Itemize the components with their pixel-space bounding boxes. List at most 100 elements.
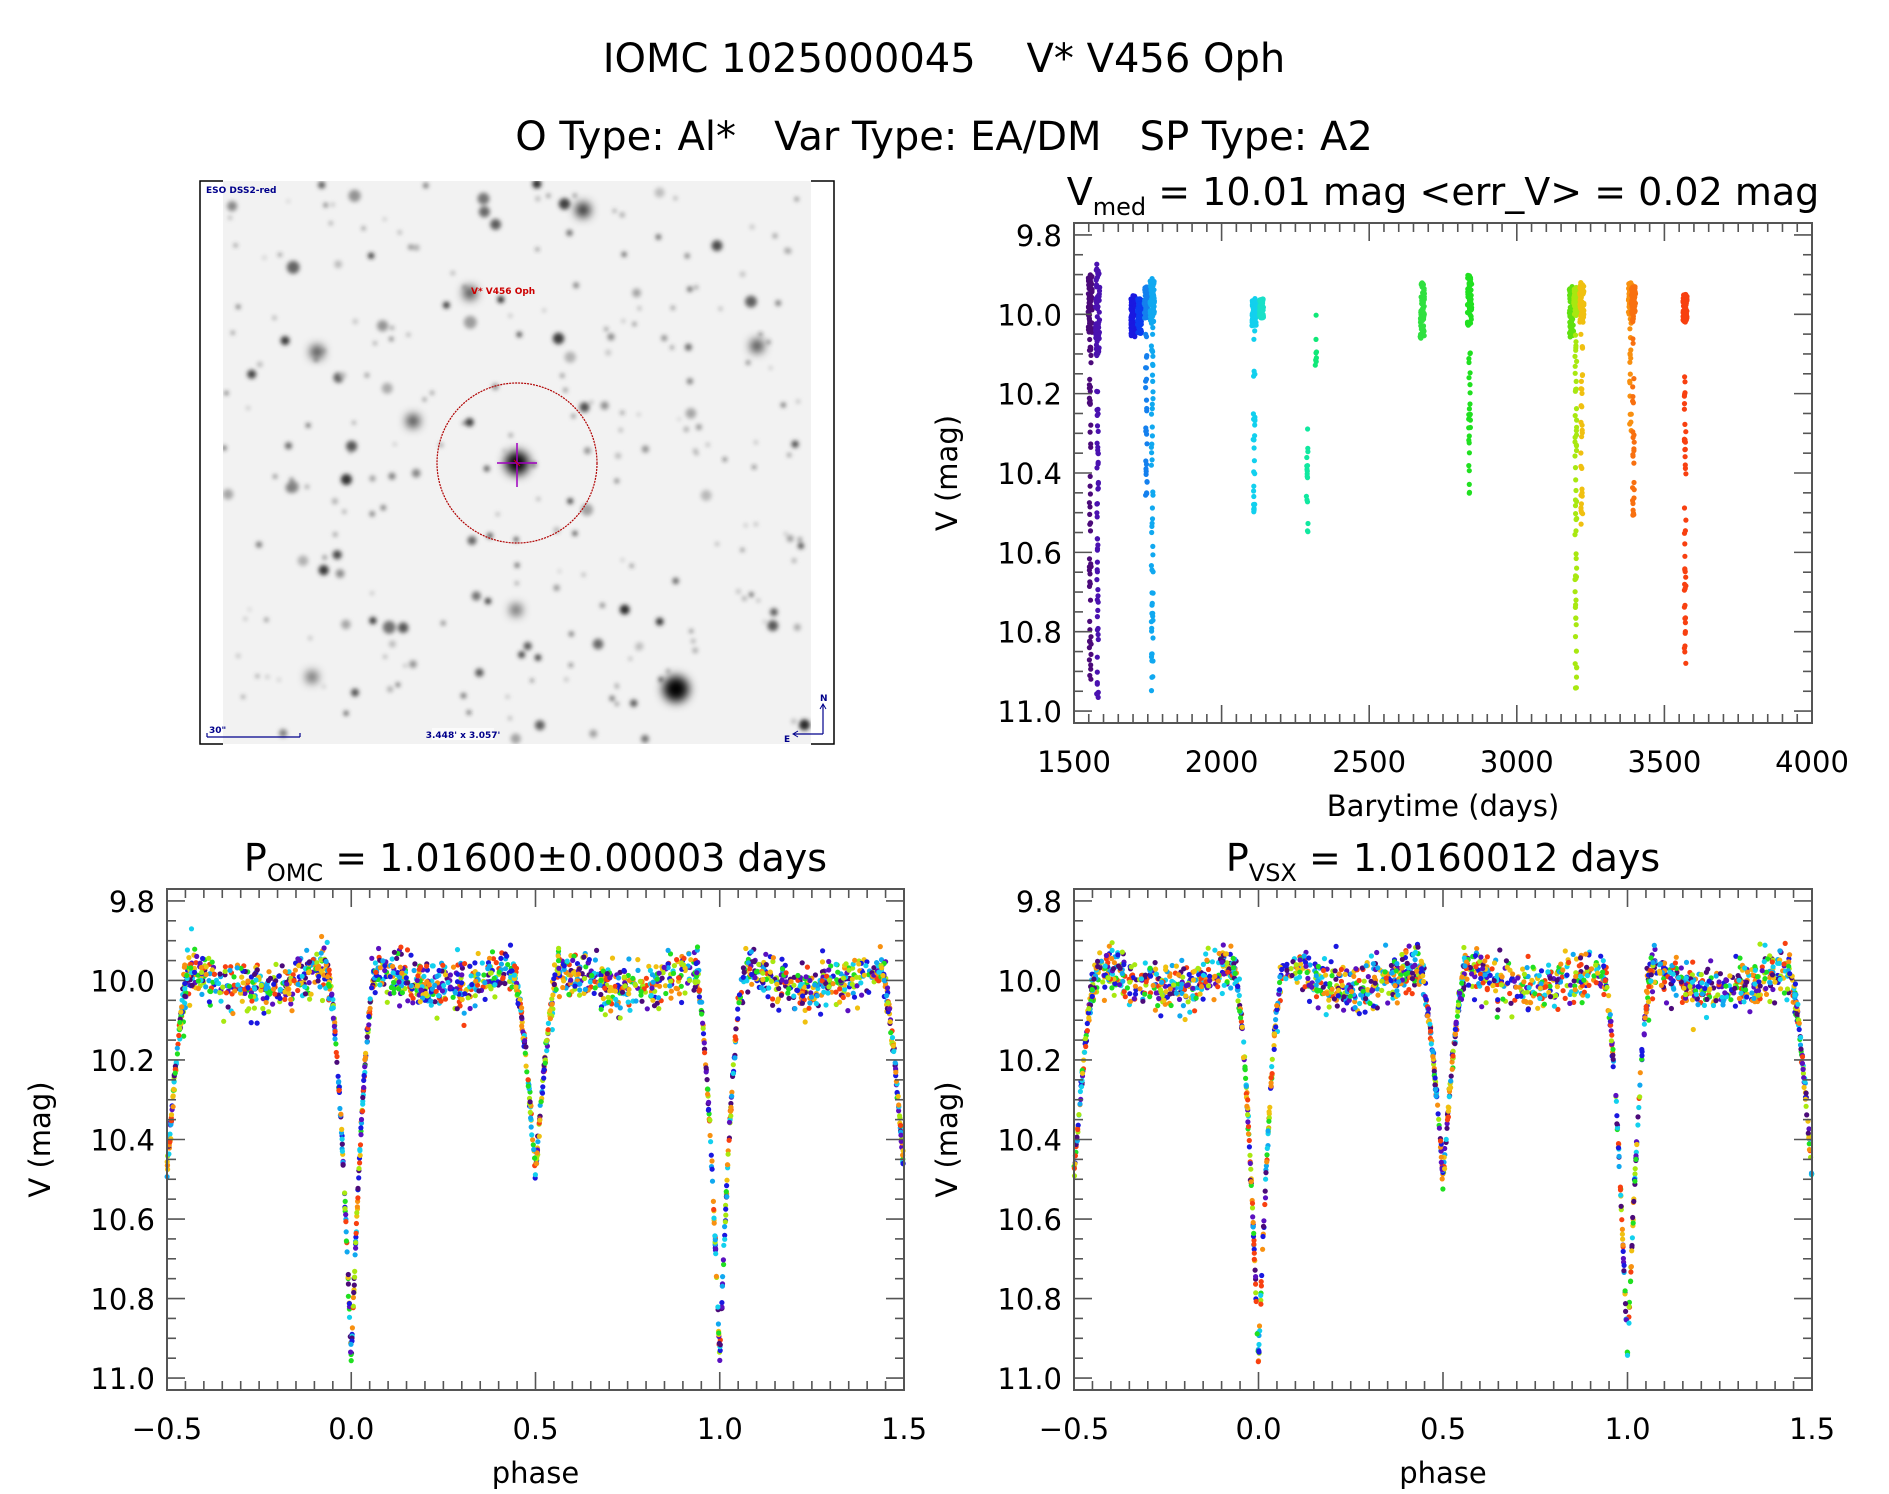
data-point: [1094, 335, 1100, 341]
data-point: [1326, 997, 1332, 1003]
data-point: [318, 950, 324, 956]
data-point: [373, 969, 379, 975]
star: [775, 300, 781, 306]
data-point: [760, 970, 766, 976]
data-point: [207, 988, 213, 994]
star: [277, 678, 281, 682]
data-point: [1095, 607, 1101, 614]
data-point: [1151, 308, 1157, 315]
data-point: [1251, 318, 1257, 324]
star: [791, 718, 797, 724]
data-point: [732, 1055, 738, 1061]
data-point: [462, 961, 468, 967]
data-point: [786, 995, 792, 1002]
data-point: [482, 996, 488, 1003]
data-point: [184, 972, 190, 979]
data-point: [1177, 1013, 1183, 1019]
data-point: [416, 966, 422, 972]
data-point: [351, 1282, 357, 1288]
data-point: [711, 1215, 717, 1221]
data-point: [735, 1006, 741, 1012]
star: [654, 187, 665, 198]
data-point: [436, 993, 442, 999]
title-symbol: P: [244, 836, 267, 880]
data-point: [826, 984, 832, 990]
data-point: [674, 986, 681, 992]
star: [241, 695, 245, 699]
data-point: [195, 978, 201, 984]
data-point: [726, 1137, 732, 1143]
star: [685, 408, 697, 419]
star: [655, 617, 664, 626]
data-point: [211, 971, 218, 977]
data-point: [1678, 965, 1684, 971]
x-tick-label: 1.0: [697, 1412, 743, 1446]
data-point: [1087, 320, 1093, 326]
object-types-title: O Type: Al* Var Type: EA/DM SP Type: A2: [515, 114, 1373, 160]
star: [792, 558, 797, 563]
data-point: [1158, 1013, 1164, 1019]
data-point: [893, 1069, 899, 1075]
data-point: [1573, 339, 1579, 345]
data-point: [346, 1300, 352, 1307]
star: [523, 642, 532, 651]
data-point: [1088, 666, 1094, 672]
data-point: [1192, 1008, 1198, 1014]
data-point: [1094, 654, 1100, 660]
data-point: [1627, 411, 1633, 417]
data-point: [1623, 1308, 1629, 1314]
data-point: [384, 999, 390, 1005]
data-point: [1683, 517, 1689, 523]
data-point: [187, 1002, 193, 1008]
data-point: [702, 1050, 708, 1056]
data-point: [194, 953, 200, 960]
data-point: [1181, 966, 1187, 972]
data-point: [367, 1005, 373, 1011]
data-point: [667, 983, 673, 989]
data-point: [786, 986, 792, 992]
data-point: [826, 977, 833, 983]
star: [670, 346, 674, 349]
data-point: [252, 986, 258, 992]
data-point: [462, 991, 468, 997]
data-point: [354, 1210, 360, 1216]
data-point: [1572, 685, 1579, 691]
data-point: [1630, 316, 1636, 322]
data-point: [493, 960, 499, 966]
data-point: [1262, 1195, 1269, 1201]
star: [289, 477, 294, 482]
data-point: [541, 1066, 547, 1073]
data-point: [1102, 984, 1108, 990]
data-point: [1573, 602, 1579, 608]
star: [381, 382, 393, 394]
data-point: [1143, 385, 1149, 391]
data-point: [1144, 479, 1150, 485]
title-value: = 1.0160012 days: [1297, 836, 1660, 880]
data-point: [240, 980, 246, 986]
data-point: [1143, 289, 1149, 295]
data-point: [798, 981, 804, 987]
data-point: [450, 964, 457, 970]
data-point: [1094, 577, 1100, 583]
data-point: [670, 970, 677, 977]
data-point: [291, 977, 297, 984]
data-point: [357, 1148, 363, 1154]
star: [573, 282, 579, 289]
data-point: [1251, 437, 1257, 443]
data-point: [217, 990, 223, 996]
data-point: [1142, 991, 1148, 997]
data-point: [496, 969, 502, 975]
star: [403, 664, 407, 668]
data-point: [1573, 300, 1579, 306]
data-point: [272, 991, 278, 997]
title-symbol: P: [1226, 836, 1249, 880]
title-subscript: VSX: [1249, 859, 1297, 887]
sky-image-panel: ESO DSS2-red V* V456 Oph 30" 3.448' x 3.…: [199, 180, 835, 745]
data-point: [348, 1349, 354, 1355]
data-point: [1574, 417, 1580, 423]
data-point: [1148, 285, 1154, 291]
data-point: [326, 967, 332, 973]
data-point: [325, 981, 332, 987]
star: [508, 314, 512, 318]
star: [769, 366, 773, 370]
